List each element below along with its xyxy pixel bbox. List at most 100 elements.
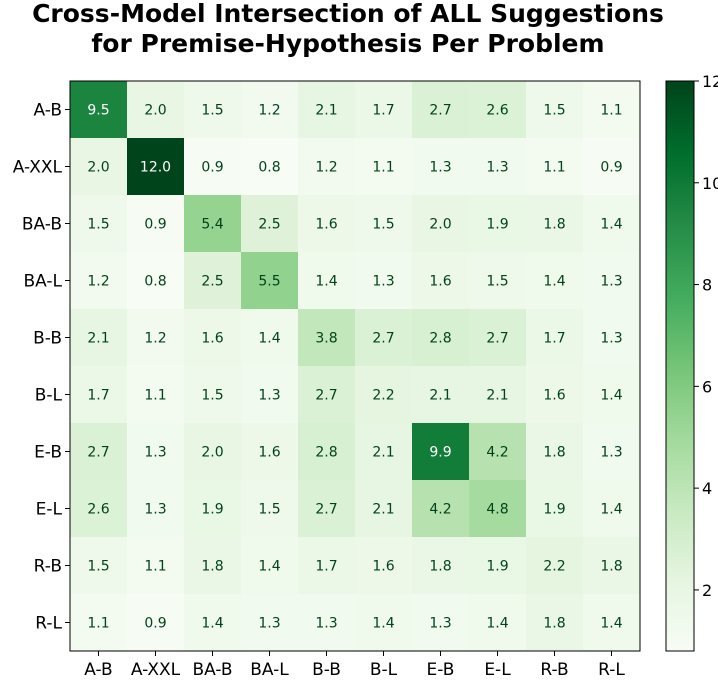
cell-value-label: 1.6 xyxy=(429,274,451,290)
cell-value-label: 2.2 xyxy=(372,388,394,404)
heatmap-cell xyxy=(355,594,413,652)
cell-value-label: 2.1 xyxy=(372,502,394,518)
cell-value-label: 1.3 xyxy=(429,616,451,632)
y-tick-label: R-B xyxy=(34,557,62,577)
heatmap-cell xyxy=(241,537,299,595)
heatmap-cell xyxy=(412,423,470,481)
heatmap-cell xyxy=(469,81,527,139)
heatmap-cell xyxy=(355,366,413,424)
heatmap-cell xyxy=(184,195,242,253)
heatmap-cell xyxy=(241,138,299,196)
cell-value-label: 12.0 xyxy=(140,160,171,176)
cell-value-label: 1.8 xyxy=(201,559,223,575)
cell-value-label: 1.8 xyxy=(600,559,622,575)
heatmap-cell xyxy=(184,309,242,367)
cell-value-label: 4.8 xyxy=(486,502,508,518)
heatmap-cell xyxy=(583,366,641,424)
heatmap-cell xyxy=(355,537,413,595)
heatmap-cell xyxy=(298,423,356,481)
cell-value-label: 5.4 xyxy=(201,217,223,233)
heatmap-cell xyxy=(583,138,641,196)
heatmap-cell xyxy=(241,480,299,538)
heatmap-cell xyxy=(298,309,356,367)
heatmap-cell xyxy=(583,81,641,139)
cell-value-label: 2.0 xyxy=(429,217,451,233)
heatmap-cell xyxy=(355,423,413,481)
cell-value-label: 1.4 xyxy=(372,616,394,632)
cell-value-label: 1.5 xyxy=(543,103,565,119)
cell-value-label: 1.1 xyxy=(144,559,166,575)
cell-value-label: 1.7 xyxy=(87,388,109,404)
y-tick-label: E-L xyxy=(36,500,63,520)
cell-value-label: 2.6 xyxy=(87,502,109,518)
heatmap-cell xyxy=(241,423,299,481)
cell-value-label: 1.3 xyxy=(429,160,451,176)
heatmap-cell xyxy=(412,537,470,595)
heatmap-cell xyxy=(355,138,413,196)
cell-value-label: 1.2 xyxy=(87,274,109,290)
cell-value-label: 1.1 xyxy=(144,388,166,404)
y-tick-label: A-XXL xyxy=(13,158,63,178)
cell-value-label: 1.8 xyxy=(543,445,565,461)
heatmap-cell xyxy=(184,423,242,481)
heatmap-cell xyxy=(355,309,413,367)
heatmap-cell xyxy=(127,195,185,253)
cell-value-label: 1.9 xyxy=(486,217,508,233)
heatmap-cell xyxy=(526,138,584,196)
heatmap-cell xyxy=(355,195,413,253)
colorbar-tick-label: 10 xyxy=(702,174,718,193)
cell-value-label: 0.9 xyxy=(600,160,622,176)
heatmap-cell xyxy=(298,252,356,310)
cell-value-label: 1.1 xyxy=(87,616,109,632)
colorbar: 2 4 6 8 10 12 xyxy=(665,72,718,652)
cell-value-label: 1.4 xyxy=(201,616,223,632)
cell-value-label: 9.9 xyxy=(429,445,451,461)
heatmap-cell xyxy=(526,480,584,538)
cell-value-label: 9.5 xyxy=(87,103,109,119)
cell-value-label: 0.8 xyxy=(258,160,280,176)
cell-value-label: 1.4 xyxy=(600,616,622,632)
heatmap-cell xyxy=(70,309,128,367)
heatmap-cell xyxy=(469,480,527,538)
heatmap-cell xyxy=(469,138,527,196)
heatmap-cell xyxy=(583,480,641,538)
cell-value-label: 1.4 xyxy=(600,217,622,233)
x-tick-label: BA-B xyxy=(192,660,232,680)
cell-value-label: 5.5 xyxy=(258,274,280,290)
heatmap-cell xyxy=(70,252,128,310)
x-tick-label: B-L xyxy=(370,660,398,680)
cell-value-label: 1.9 xyxy=(543,502,565,518)
heatmap-cell xyxy=(241,195,299,253)
heatmap-cell xyxy=(412,594,470,652)
heatmap-cell xyxy=(412,309,470,367)
x-tick-label: R-L xyxy=(598,660,625,680)
cell-value-label: 0.9 xyxy=(144,217,166,233)
heatmap-cell xyxy=(127,480,185,538)
y-tick-label: A-B xyxy=(34,101,62,121)
heatmap-cell xyxy=(241,309,299,367)
cell-value-label: 1.3 xyxy=(600,274,622,290)
cell-value-label: 2.1 xyxy=(372,445,394,461)
cell-value-label: 2.1 xyxy=(429,388,451,404)
x-tick-label: BA-L xyxy=(250,660,289,680)
cell-value-label: 2.7 xyxy=(372,331,394,347)
y-tick-label: R-L xyxy=(35,614,62,634)
cell-value-label: 1.9 xyxy=(201,502,223,518)
cell-value-label: 1.4 xyxy=(315,274,337,290)
heatmap-cell xyxy=(184,138,242,196)
cell-value-label: 1.8 xyxy=(543,217,565,233)
cell-value-label: 2.8 xyxy=(315,445,337,461)
heatmap-cell xyxy=(526,252,584,310)
colorbar-tick-label: 2 xyxy=(702,581,712,600)
heatmap-cell xyxy=(526,195,584,253)
x-tick-label: E-L xyxy=(484,660,511,680)
heatmap-cell xyxy=(526,594,584,652)
heatmap-cell xyxy=(298,138,356,196)
heatmap-cell xyxy=(298,195,356,253)
cell-value-label: 1.7 xyxy=(315,559,337,575)
cell-value-label: 1.3 xyxy=(258,388,280,404)
heatmap-cell xyxy=(70,537,128,595)
y-tick-label: B-B xyxy=(33,329,62,349)
cell-value-label: 1.2 xyxy=(144,331,166,347)
